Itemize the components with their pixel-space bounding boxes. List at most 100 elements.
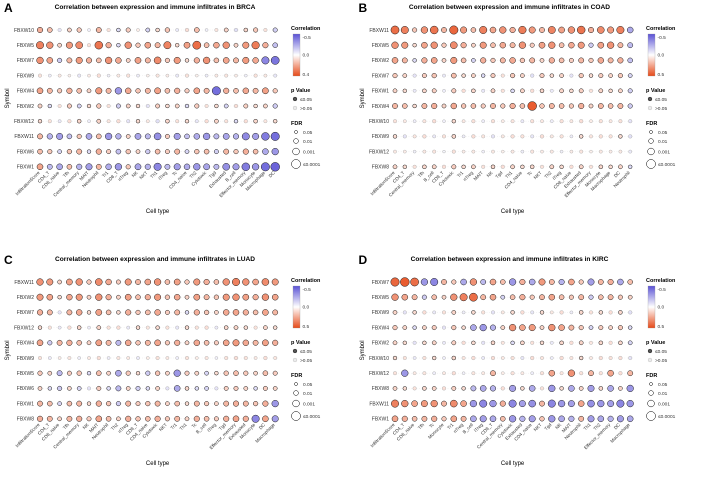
bubble (164, 339, 170, 345)
bubble (626, 399, 634, 407)
bubble (597, 293, 604, 300)
pvalue-nonsig-label: >0.05 (655, 106, 667, 112)
bubble (203, 278, 210, 285)
bubble (489, 293, 496, 300)
bubble (222, 339, 230, 346)
bubble (627, 324, 632, 330)
bubble (510, 119, 515, 124)
bubble (489, 415, 496, 422)
bubble (272, 42, 278, 48)
bubble (253, 385, 258, 391)
bubble (518, 415, 525, 422)
bubble (105, 163, 112, 170)
x-tick-label: Th1 (179, 421, 188, 430)
y-tick-label: FBXW6 (17, 149, 34, 155)
y-tick-label: FBXW9 (371, 310, 388, 316)
bubble (539, 385, 544, 390)
bubble (262, 87, 269, 95)
bubble (549, 134, 554, 139)
bubble (193, 415, 200, 422)
bubble (66, 103, 72, 109)
bubble (508, 57, 516, 64)
bubble (242, 308, 249, 315)
bubble (450, 72, 457, 79)
bubble (234, 73, 238, 78)
pvalue-nonsig-dot-icon (292, 357, 298, 362)
correlation-colorbar (292, 33, 301, 77)
bubble (392, 385, 397, 391)
bubble (214, 355, 219, 360)
bubble (261, 56, 270, 65)
bubble (567, 384, 575, 392)
bubble (75, 277, 83, 286)
bubble (598, 370, 603, 375)
bubble (588, 149, 593, 154)
bubble (607, 164, 613, 169)
y-tick-label: FBXW8 (371, 165, 388, 171)
bubble (252, 309, 259, 315)
bubble (145, 415, 151, 422)
bubble (470, 340, 476, 345)
bubble (155, 27, 160, 33)
bubble (460, 324, 466, 330)
bubble (559, 134, 564, 139)
bubble (626, 42, 633, 49)
bubble (94, 41, 103, 50)
bubble (480, 164, 485, 169)
fdr-size-label: 0.01 (303, 390, 313, 396)
bubble (222, 277, 230, 286)
bubble (627, 134, 632, 139)
bubble (478, 399, 487, 408)
bubble (57, 325, 62, 329)
bubble (569, 119, 573, 124)
bubble (184, 355, 190, 360)
y-tick-label: FBXW11 (369, 401, 389, 407)
bubble (251, 163, 260, 171)
bubble (528, 57, 535, 64)
colorbar-tick-label: 0.5 (657, 72, 664, 78)
bubble (411, 103, 417, 109)
legend-fdr-title: FDR (646, 373, 657, 379)
bubble (222, 293, 230, 301)
bubble (223, 415, 230, 422)
bubble (46, 278, 54, 285)
bubble (86, 103, 92, 109)
bubble (422, 149, 426, 154)
x-tick-label: Tgd (494, 170, 503, 179)
legend-correlation-title: Correlation (646, 26, 676, 32)
pvalue-nonsig-dot-icon (647, 105, 652, 111)
bubble (173, 278, 181, 285)
y-tick-label: FBXW10 (368, 119, 388, 125)
bubble (588, 309, 593, 314)
bubble (66, 339, 73, 346)
bubble (392, 164, 397, 170)
x-tick-label: Tfh (62, 421, 71, 430)
bubble (184, 58, 190, 63)
bubble (37, 103, 43, 109)
bubble (509, 164, 515, 170)
bubble (490, 355, 495, 360)
bubble (115, 57, 122, 64)
bubble (77, 73, 82, 78)
bubble (588, 324, 593, 330)
y-tick-label: FBXW10 (14, 28, 34, 34)
bubble (588, 119, 593, 124)
bubble (145, 355, 150, 360)
bubble (568, 57, 574, 63)
bubble (233, 385, 239, 391)
bubble (86, 400, 92, 406)
bubble (85, 57, 93, 64)
bubble (272, 309, 279, 315)
bubble (232, 293, 240, 301)
legend-correlation-title: Correlation (291, 278, 321, 284)
bubble (135, 415, 141, 421)
bubble (66, 293, 73, 300)
colorbar-tick-label: -0.5 (303, 35, 312, 41)
bubble (568, 88, 574, 93)
bubble (175, 28, 180, 32)
bubble (57, 309, 62, 314)
bubble (519, 385, 525, 391)
bubble (242, 277, 250, 286)
bubble (163, 41, 172, 50)
fdr-size-dot-icon (648, 130, 653, 134)
